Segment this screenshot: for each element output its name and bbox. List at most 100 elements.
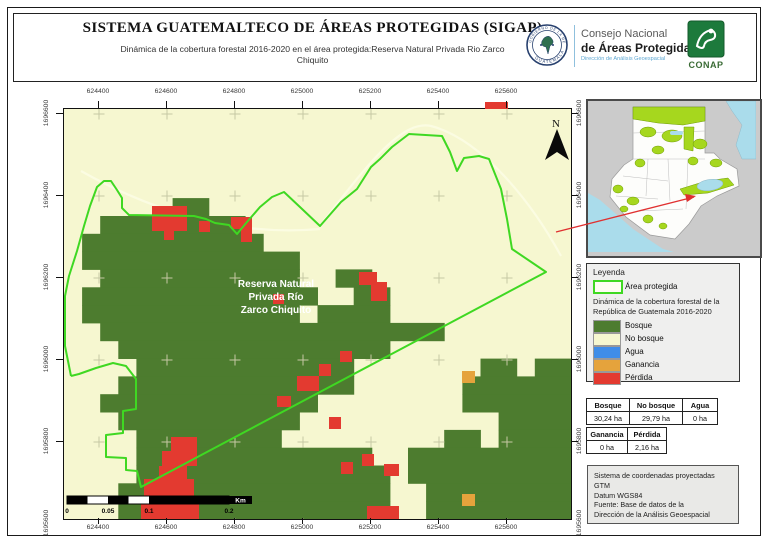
y-tick-left <box>56 277 63 278</box>
graticule-cross-icons <box>93 109 513 519</box>
org-subunit: Dirección de Análisis Geoespacial <box>581 56 666 62</box>
legend-swatch-bosque <box>593 320 621 333</box>
bosque-cells <box>408 465 571 484</box>
area-stats-table-1: Bosque No bosque Agua 30,24 ha 29,79 ha 0 ha <box>586 398 718 425</box>
stat-value: 0 ha <box>682 411 718 425</box>
x-axis-label-bottom: 625200 <box>358 524 382 531</box>
perdida-cell <box>171 437 197 452</box>
north-arrow-icon <box>545 129 569 160</box>
x-axis-label-top: 625000 <box>290 88 314 95</box>
legend-subtitle-line2: República de Guatemala 2016-2020 <box>593 307 712 316</box>
page-subtitle-line2: Chiquito <box>296 55 329 65</box>
perdida-cell <box>273 294 284 304</box>
y-axis-label-left: 1696400 <box>43 181 50 209</box>
legend-label: Ganancia <box>625 360 660 369</box>
page-subtitle-line1: Dinámica de la cobertura forestal 2016-2… <box>120 44 505 54</box>
info-line: Fuente: Base de datos de la <box>594 500 684 510</box>
bosque-cells <box>498 429 571 449</box>
perdida-cell <box>152 206 187 231</box>
legend-swatch-agua <box>593 346 621 359</box>
x-tick-bottom <box>234 518 235 524</box>
x-tick-top <box>438 101 439 108</box>
x-tick-top <box>302 101 303 108</box>
bosque-cells <box>118 340 391 359</box>
perdida-cell <box>362 454 374 466</box>
x-tick-bottom <box>166 518 167 524</box>
main-map-canvas: Reserva Natural Privada Río Zarco Chiquito… <box>63 108 572 520</box>
info-line: Dirección de la Análisis Geoespacial <box>594 510 710 520</box>
bosque-cells <box>82 305 300 324</box>
x-axis-label-bottom: 624600 <box>154 524 178 531</box>
bosque-cells <box>480 358 518 377</box>
protected-area-swatch-icon <box>593 280 623 294</box>
map-raster-layer: Reserva Natural Privada Río Zarco Chiquito… <box>64 109 571 519</box>
perdida-cell <box>162 451 197 466</box>
page-border <box>7 7 761 536</box>
legend-label: Bosque <box>625 321 653 330</box>
perdida-cell <box>319 364 331 376</box>
perdida-cell <box>199 221 210 232</box>
org-name-line1: Consejo Nacional <box>581 28 668 40</box>
x-tick-top <box>234 101 235 108</box>
stat-header: No bosque <box>629 398 683 412</box>
page-title: SISTEMA GUATEMALTECO DE ÁREAS PROTEGIDAS… <box>82 20 543 36</box>
perdida-cell <box>384 464 399 476</box>
y-tick-left <box>56 441 63 442</box>
bosque-cells <box>462 376 571 395</box>
x-axis-label-bottom: 624800 <box>222 524 246 531</box>
stat-value: 2,16 ha <box>627 440 667 454</box>
protected-area-name-label: Zarco Chiquito <box>241 305 312 316</box>
protected-area-label: Área protegida <box>625 282 678 291</box>
x-tick-bottom <box>98 518 99 524</box>
bosque-cells <box>82 251 300 270</box>
protected-area-name-label: Privada Río <box>248 292 303 303</box>
scalebar-tick-label: 0.1 <box>144 508 153 515</box>
y-axis-label-left: 1696600 <box>43 99 50 127</box>
scalebar-tick-label: 0 <box>65 508 69 515</box>
y-axis-label-left: 1695800 <box>43 427 50 455</box>
x-tick-bottom <box>438 518 439 524</box>
y-tick-right <box>571 113 578 114</box>
perdida-cell <box>241 217 252 242</box>
bosque-cells <box>426 501 571 519</box>
scalebar-tick-label: 0.05 <box>102 508 115 515</box>
perdida-cell <box>277 396 291 407</box>
bosque-cells <box>136 429 282 449</box>
stat-value: 29,79 ha <box>629 411 683 425</box>
bosque-cells <box>408 447 571 466</box>
scalebar-unit-label: Km <box>235 498 246 505</box>
x-axis-label-top: 625200 <box>358 88 382 95</box>
x-axis-label-bottom: 625600 <box>494 524 518 531</box>
stat-header: Ganancia <box>586 427 628 441</box>
bosque-cells <box>118 376 355 395</box>
bosque-cells <box>82 233 264 253</box>
bosque-cells <box>426 483 571 502</box>
y-tick-right <box>571 277 578 278</box>
stat-value: 30,24 ha <box>586 411 630 425</box>
x-axis-label-top: 624800 <box>222 88 246 95</box>
legend-label: No bosque <box>625 334 664 343</box>
y-axis-label-left: 1696200 <box>43 263 50 291</box>
header <box>13 13 757 82</box>
y-tick-right <box>571 359 578 360</box>
bosque-cells <box>444 429 481 449</box>
perdida-cell <box>297 376 319 391</box>
y-tick-left <box>56 113 63 114</box>
x-tick-bottom <box>302 518 303 524</box>
bosque-cells <box>136 358 355 377</box>
perdida-cell <box>144 479 194 499</box>
info-line: Datum WGS84 <box>594 490 643 500</box>
perdida-cell <box>367 506 399 519</box>
y-axis-label-right: 1695600 <box>576 509 583 537</box>
perdida-cell <box>371 282 387 301</box>
x-axis-label-top: 625600 <box>494 88 518 95</box>
y-axis-label-left: 1695600 <box>43 509 50 537</box>
x-axis-label-top: 624400 <box>86 88 110 95</box>
guatemala-overview-map <box>588 100 757 252</box>
x-tick-top <box>166 101 167 108</box>
perdida-cell <box>340 351 352 362</box>
ganancia-cell <box>462 371 475 383</box>
legend-swatch-pérdida <box>593 372 621 385</box>
legend-swatch-ganancia <box>593 359 621 372</box>
legend-swatch-no-bosque <box>593 333 621 346</box>
